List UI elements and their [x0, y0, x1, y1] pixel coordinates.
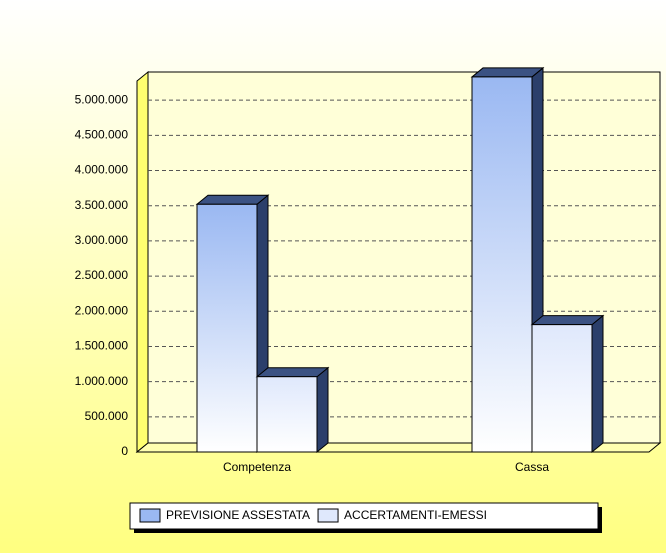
- legend-swatch: [139, 508, 161, 523]
- bar-side: [591, 314, 604, 454]
- legend-swatch: [317, 508, 339, 523]
- legend-label: PREVISIONE ASSESTATA: [166, 508, 310, 522]
- y-tick-label: 4.500.000: [75, 128, 129, 142]
- y-tick-label: 500.000: [85, 409, 129, 423]
- y-tick-label: 3.000.000: [75, 233, 129, 247]
- bar-top: [195, 194, 270, 205]
- y-tick-label: 1.000.000: [75, 374, 129, 388]
- x-tick-label: Competenza: [223, 460, 291, 474]
- bar-side: [316, 366, 329, 454]
- bar-top: [255, 367, 330, 378]
- y-tick-label: 0: [121, 444, 128, 458]
- bar: [471, 76, 533, 453]
- y-tick-label: 3.500.000: [75, 198, 129, 212]
- legend: [129, 502, 599, 530]
- bar: [531, 324, 593, 453]
- bar: [196, 203, 258, 453]
- y-tick-label: 1.500.000: [75, 339, 129, 353]
- y-tick-label: 2.000.000: [75, 303, 129, 317]
- bar-top: [530, 315, 605, 326]
- y-tick-label: 2.500.000: [75, 268, 129, 282]
- legend-label: ACCERTAMENTI-EMESSI: [344, 508, 487, 522]
- y-tick-label: 4.000.000: [75, 163, 129, 177]
- x-tick-label: Cassa: [515, 460, 549, 474]
- y-tick-label: 5.000.000: [75, 92, 129, 106]
- bar: [256, 376, 318, 453]
- bar-top: [470, 67, 545, 78]
- side-wall: [136, 70, 149, 454]
